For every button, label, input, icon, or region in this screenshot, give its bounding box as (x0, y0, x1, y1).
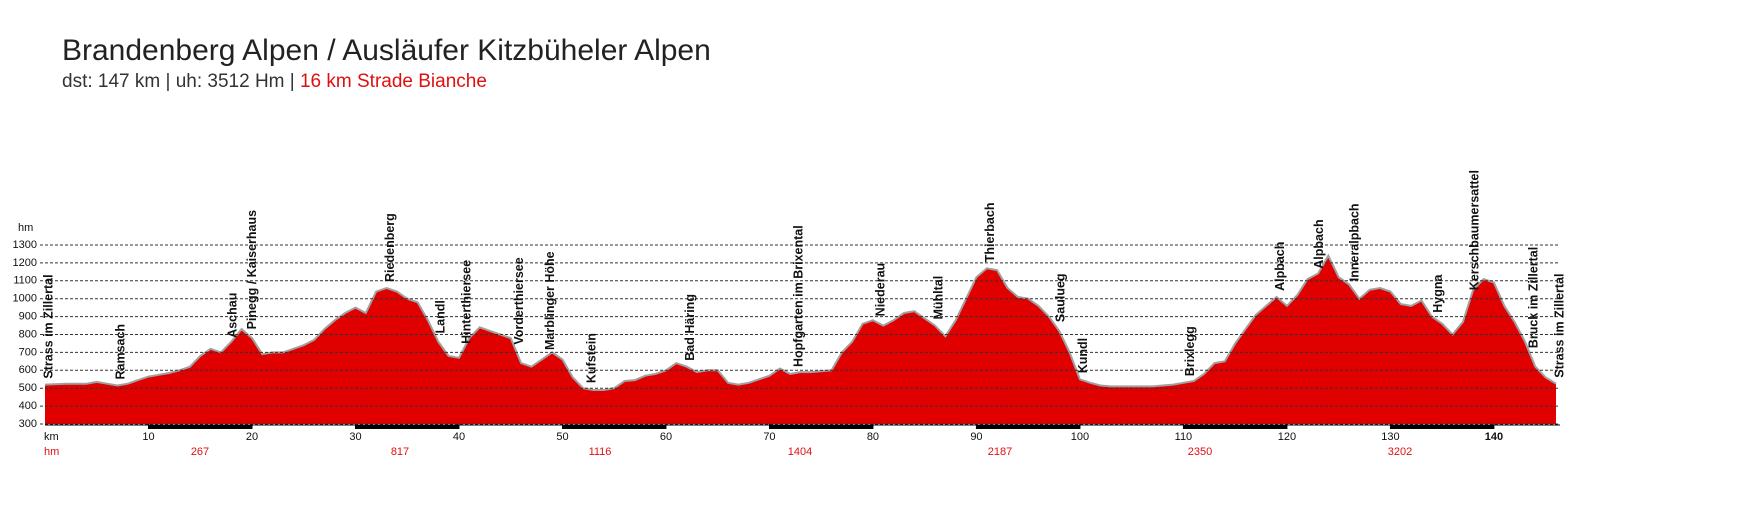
y-tick-label: 600 (19, 364, 37, 376)
y-axis-label: hm (18, 222, 33, 234)
place-label: Hinterthiersee (459, 260, 473, 344)
axis-band (148, 425, 252, 429)
subtitle-text: dst: 147 km | uh: 3512 Hm | (62, 71, 300, 92)
place-label: Marblinger Höhe (543, 251, 557, 350)
x-tick-label: 70 (763, 431, 775, 443)
place-label: Niederau (873, 263, 887, 317)
place-label: Saulueg (1053, 273, 1067, 322)
climb-value: 3202 (1388, 446, 1412, 458)
y-tick-label: 900 (19, 311, 37, 323)
place-label: Mühltal (931, 276, 945, 320)
place-label: Bad Häring (683, 294, 697, 361)
x-tick-label: 140 (1485, 431, 1503, 443)
axis-band (562, 425, 666, 429)
climb-value: 817 (391, 446, 409, 458)
y-tick-label: 400 (19, 400, 37, 412)
place-label: Inneralpbach (1347, 203, 1361, 281)
y-tick-label: 1100 (13, 275, 37, 287)
x-tick-label: 50 (556, 431, 568, 443)
y-tick-label: 800 (19, 328, 37, 340)
place-label: Brixlegg (1183, 326, 1197, 376)
x-tick-label: 20 (246, 431, 258, 443)
x-tick-label: 40 (453, 431, 465, 443)
x-tick-label: 120 (1278, 431, 1296, 443)
place-label: Alpbach (1273, 242, 1287, 291)
place-label: Pinegg / Kaiserhaus (245, 210, 259, 330)
place-label: Thierbach (983, 203, 997, 263)
axis-band (769, 425, 873, 429)
x-tick-label: 80 (867, 431, 879, 443)
x-tick-label: 60 (660, 431, 672, 443)
place-label: Landl (434, 300, 448, 333)
axis-band (355, 425, 459, 429)
axis-band (1390, 425, 1494, 429)
x-tick-label: 90 (970, 431, 982, 443)
profile-line (44, 253, 1557, 391)
x-tick-label: 100 (1071, 431, 1089, 443)
climb-value: 1404 (788, 446, 812, 458)
area (45, 255, 1556, 424)
place-label: Strass im Zillertal (1552, 274, 1566, 378)
x-tick-label: 130 (1381, 431, 1399, 443)
x-tick-label: 110 (1175, 431, 1193, 443)
climb-value: 267 (191, 446, 209, 458)
place-label: Ramsach (114, 324, 128, 380)
y-tick-label: 1300 (13, 239, 37, 251)
place-label: Bruck im Zillertal (1526, 247, 1540, 348)
place-label: Riedenberg (383, 213, 397, 282)
place-label: Hopfgarten im Brixental (792, 225, 806, 367)
subtitle-highlight: 16 km Strade Bianche (300, 71, 487, 92)
place-label: Aschau (226, 293, 240, 338)
climb-value: 2187 (988, 446, 1012, 458)
chart-title: Brandenberg Alpen / Ausläufer Kitzbühele… (62, 34, 711, 67)
y-tick-label: 300 (19, 418, 37, 430)
place-label: Kundl (1076, 338, 1090, 373)
place-label: Kerschbaumersattel (1467, 170, 1481, 290)
y-tick-label: 500 (19, 382, 37, 394)
axis-band (976, 425, 1080, 429)
chart-subtitle: dst: 147 km | uh: 3512 Hm | 16 km Strade… (62, 71, 487, 92)
x-axis-label: km (44, 431, 59, 443)
place-label: Vorderthiersee (512, 257, 526, 344)
climb-label: hm (44, 446, 59, 458)
place-label: Hygna (1431, 273, 1445, 312)
x-tick-label: 10 (142, 431, 154, 443)
climb-value: 1116 (589, 446, 612, 458)
axis-band (1183, 425, 1287, 429)
place-label: Alpbach (1312, 219, 1326, 268)
climb-value: 2350 (1188, 446, 1212, 458)
x-tick-label: 30 (349, 431, 361, 443)
place-label: Strass im Zillertal (41, 274, 55, 378)
y-tick-label: 700 (19, 346, 37, 358)
y-tick-label: 1200 (13, 257, 37, 269)
y-tick-label: 1000 (13, 293, 37, 305)
place-label: Kufstein (585, 333, 599, 383)
